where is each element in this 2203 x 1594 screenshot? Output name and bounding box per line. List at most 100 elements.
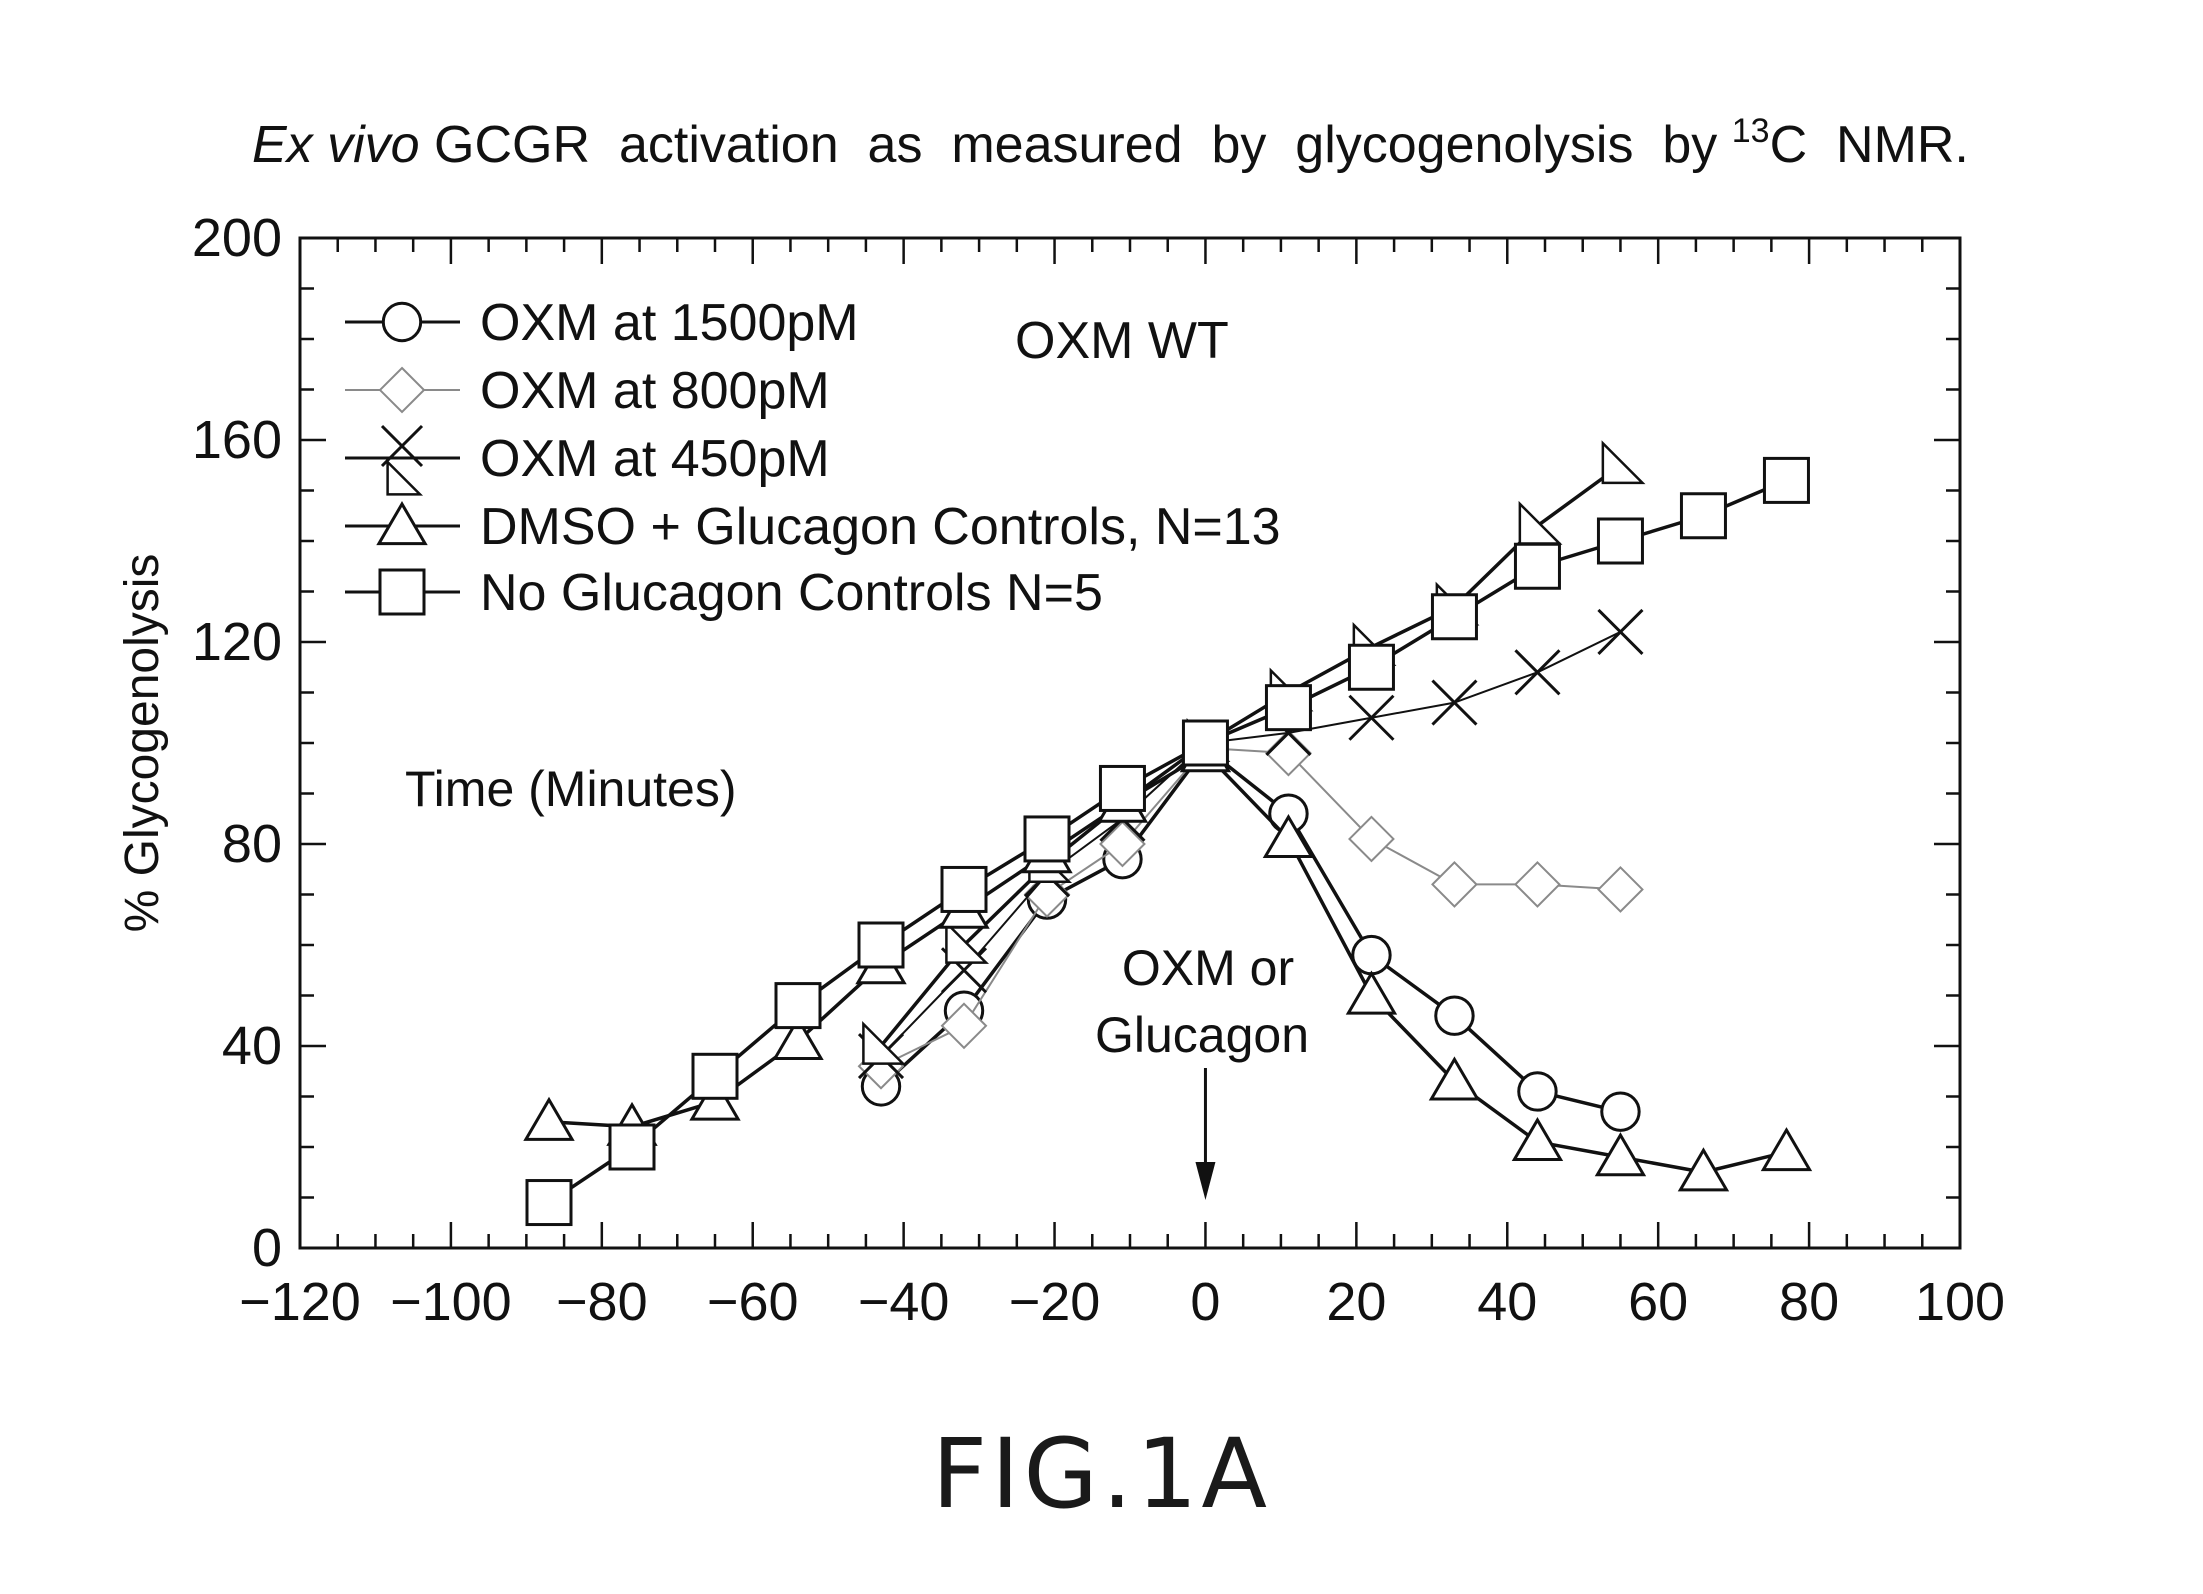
- series-line: [880, 747, 1621, 1068]
- data-point-right-triangle: [1601, 440, 1646, 485]
- data-point-diamond: [1514, 860, 1561, 908]
- data-point-triangle: [772, 1015, 824, 1061]
- panel-label: OXM WT: [1015, 312, 1229, 370]
- data-point-square: [1181, 719, 1229, 767]
- y-tick-label: 40: [222, 1016, 282, 1076]
- y-tick-label: 80: [222, 814, 282, 874]
- axis-tick-labels: −120 −100 −80 −60 −40 −20 0 20 40 60 80 100 0 40 80 120…: [192, 208, 2005, 1332]
- data-point-right-triangle: [945, 919, 990, 964]
- legend-item-2: OXM at 800pM: [345, 362, 830, 420]
- cross-stroke: [1431, 679, 1478, 726]
- series-6: [525, 456, 1810, 1227]
- chart-title: Ex vivo GCGR activation as measured by g…: [252, 112, 1969, 174]
- data-point-cross: [1348, 694, 1395, 741]
- chart-title-superscript: 13: [1732, 112, 1770, 150]
- series-line: [879, 746, 1621, 1114]
- series-line: [548, 478, 1788, 1205]
- y-tick-label: 0: [252, 1218, 282, 1278]
- axis-ticks: [298, 236, 1962, 1250]
- x-tick-label: −80: [556, 1272, 648, 1332]
- cross-stroke: [1348, 694, 1395, 741]
- arrow-head: [1195, 1162, 1216, 1200]
- x-tick-label: −20: [1009, 1272, 1101, 1332]
- data-point-triangle: [523, 1096, 575, 1141]
- data-point-cross: [1597, 608, 1644, 655]
- data-point-triangle: [1594, 1132, 1647, 1177]
- chart-title-tail: C NMR.: [1770, 116, 1969, 174]
- chart-title-main: GCGR activation as measured by glycogeno…: [420, 116, 1732, 174]
- data-point-diamond: [940, 1002, 988, 1050]
- x-tick-label: 100: [1915, 1272, 2005, 1332]
- chart-title-italic: Ex vivo: [252, 116, 420, 174]
- data-point-square: [1430, 593, 1478, 641]
- annotation-arrow: [1195, 1068, 1216, 1200]
- cross-stroke: [1597, 608, 1644, 655]
- legend-item-3: OXM at 450pM: [345, 424, 830, 496]
- data-point-right-triangle: [386, 458, 424, 496]
- data-point-square: [525, 1179, 573, 1227]
- x-tick-label: 20: [1326, 1272, 1386, 1332]
- y-tick-label: 200: [192, 208, 282, 268]
- figure-label: FIG.1A: [931, 1418, 1272, 1530]
- legend-item-1: OXM at 1500pM: [345, 294, 859, 352]
- data-point-diamond: [1597, 866, 1644, 913]
- data-point-square: [608, 1123, 656, 1171]
- data-point-square: [774, 982, 822, 1030]
- arrow-label-line1: OXM or: [1122, 940, 1294, 996]
- x-tick-label: −60: [707, 1272, 799, 1332]
- x-tick-label: 60: [1628, 1272, 1688, 1332]
- data-point-square: [1347, 643, 1395, 691]
- series-line: [548, 751, 1787, 1174]
- arrow-label-line2: Glucagon: [1095, 1007, 1309, 1063]
- x-tick-label: −100: [390, 1272, 512, 1332]
- data-point-diamond: [378, 366, 426, 414]
- data-point-square: [1264, 684, 1312, 732]
- data-point-square: [857, 921, 905, 969]
- x-tick-label: 40: [1477, 1272, 1537, 1332]
- data-point-right-triangle: [1518, 500, 1563, 545]
- x-tick-label: 0: [1190, 1272, 1220, 1332]
- legend-label: No Glucagon Controls N=5: [480, 564, 1103, 622]
- data-point-cross: [380, 424, 424, 468]
- legend-item-4: DMSO + Glucagon Controls, N=13: [345, 498, 1281, 556]
- series-line: [880, 631, 1621, 1057]
- data-point-square: [940, 865, 988, 913]
- data-point-diamond: [1431, 860, 1478, 908]
- data-point-square: [1098, 764, 1146, 812]
- series-layer: [523, 440, 1813, 1227]
- data-point-square: [1513, 542, 1561, 590]
- data-point-square: [378, 568, 426, 616]
- legend-label: OXM at 800pM: [480, 362, 830, 420]
- data-point-square: [1762, 456, 1810, 504]
- legend-item-5: No Glucagon Controls N=5: [345, 564, 1103, 622]
- series-line: [879, 463, 1622, 1048]
- legend: OXM at 1500pM OXM at 800pM OXM at 450pM DMS…: [345, 294, 1281, 622]
- x-tick-label: 80: [1779, 1272, 1839, 1332]
- data-point-cross: [1431, 679, 1478, 726]
- data-point-circle: [1600, 1091, 1641, 1132]
- cross-stroke: [380, 424, 424, 468]
- y-axis-label: % Glycogenolysis: [116, 554, 169, 933]
- data-point-square: [1023, 815, 1071, 863]
- y-tick-label: 160: [192, 410, 282, 470]
- legend-label: OXM at 450pM: [480, 430, 830, 488]
- data-point-triangle: [1262, 813, 1315, 859]
- data-point-triangle: [1760, 1127, 1813, 1172]
- data-point-square: [1596, 517, 1644, 565]
- y-tick-label: 120: [192, 612, 282, 672]
- data-point-triangle: [1677, 1147, 1730, 1192]
- legend-label: OXM at 1500pM: [480, 294, 859, 352]
- legend-label: DMSO + Glucagon Controls, N=13: [480, 498, 1281, 556]
- data-point-circle: [381, 301, 423, 343]
- data-point-triangle: [1511, 1116, 1564, 1162]
- data-point-circle: [1434, 995, 1475, 1036]
- cross-stroke: [1514, 649, 1561, 696]
- data-point-cross: [1514, 649, 1561, 696]
- x-axis-label: Time (Minutes): [405, 761, 737, 817]
- data-point-square: [1679, 492, 1727, 540]
- data-point-triangle: [1345, 970, 1398, 1015]
- data-point-circle: [1517, 1071, 1558, 1112]
- data-point-diamond: [1099, 820, 1146, 868]
- data-point-right-triangle: [862, 1020, 907, 1065]
